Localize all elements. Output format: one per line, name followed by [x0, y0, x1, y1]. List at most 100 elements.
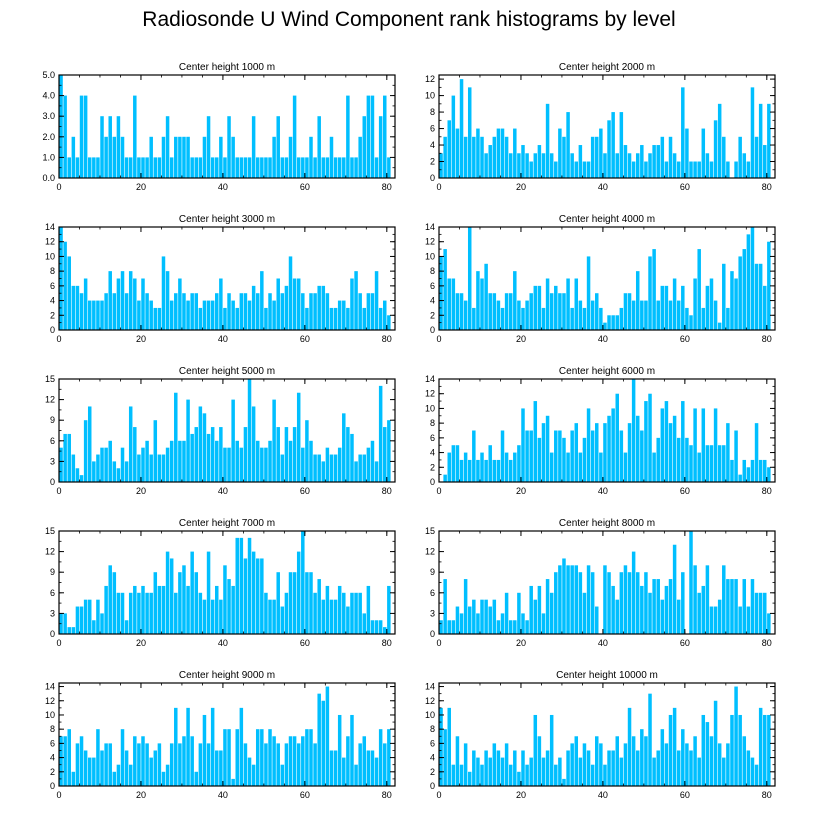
- histogram-bar: [280, 764, 285, 786]
- x-tick-label: 60: [300, 486, 310, 496]
- histogram-bar: [219, 427, 223, 482]
- histogram-bar: [623, 565, 628, 634]
- y-tick-label: 2: [430, 157, 435, 167]
- histogram-bar: [644, 736, 648, 786]
- histogram-bar: [611, 750, 615, 786]
- histogram-bar: [488, 757, 492, 786]
- histogram-bar: [603, 322, 607, 330]
- y-tick-label: 12: [425, 389, 435, 399]
- histogram-bar: [459, 293, 464, 330]
- histogram-bar: [239, 707, 244, 786]
- histogram-bar: [463, 136, 468, 178]
- histogram-bar: [459, 764, 464, 786]
- histogram-bar: [83, 599, 88, 634]
- histogram-bar: [631, 379, 636, 482]
- histogram-bar: [726, 307, 730, 330]
- y-tick-label: 4: [430, 753, 435, 763]
- histogram-bar: [562, 136, 566, 178]
- panel-title: Center height 10000 m: [556, 670, 658, 681]
- histogram-bar: [202, 413, 207, 482]
- histogram-bar: [67, 433, 71, 482]
- histogram-bar: [611, 585, 615, 634]
- histogram-bar: [566, 278, 570, 330]
- histogram-bar: [595, 136, 599, 178]
- panel-title: Center height 2000 m: [559, 62, 655, 73]
- histogram-bar: [366, 293, 371, 330]
- histogram-bar: [387, 315, 391, 330]
- histogram-bar: [681, 285, 685, 330]
- histogram-bar: [358, 592, 362, 634]
- histogram-bar: [346, 427, 350, 482]
- histogram-bar: [496, 300, 501, 330]
- histogram-bar: [635, 750, 640, 786]
- histogram-bar: [734, 430, 738, 482]
- x-tick-label: 80: [762, 638, 772, 648]
- histogram-bar: [383, 743, 387, 786]
- y-tick-label: 0: [430, 629, 435, 639]
- histogram-bar: [104, 585, 108, 634]
- histogram-bar: [508, 153, 513, 178]
- histogram-bar: [722, 565, 726, 634]
- histogram-bar: [504, 743, 509, 786]
- histogram-bar: [149, 592, 153, 634]
- histogram-bar: [247, 300, 252, 330]
- histogram-bar: [513, 750, 517, 786]
- x-tick-label: 20: [136, 638, 146, 648]
- histogram-bar: [128, 271, 133, 330]
- histogram-bar: [607, 572, 611, 634]
- histogram-bar: [541, 153, 546, 178]
- histogram-bar: [521, 750, 525, 786]
- histogram-bar: [599, 307, 603, 330]
- histogram-bar: [562, 293, 566, 330]
- y-tick-label: 12: [425, 547, 435, 557]
- histogram-bar: [235, 729, 239, 786]
- histogram-bar: [533, 599, 538, 634]
- histogram-bar: [496, 750, 501, 786]
- x-tick-label: 80: [762, 790, 772, 800]
- histogram-bar: [251, 116, 256, 178]
- histogram-bar: [492, 459, 497, 482]
- histogram-bar: [582, 743, 587, 786]
- histogram-bar: [467, 771, 472, 786]
- histogram-bar: [296, 278, 301, 330]
- histogram-bar: [541, 423, 546, 482]
- histogram-bar: [693, 278, 697, 330]
- histogram-bar: [590, 430, 595, 482]
- histogram-bar: [346, 307, 350, 330]
- y-tick-label: 3: [50, 456, 55, 466]
- histogram-bar: [717, 322, 722, 330]
- histogram-bar: [685, 743, 689, 786]
- histogram-bar: [387, 729, 391, 786]
- histogram-bar: [333, 750, 338, 786]
- histogram-bar: [239, 157, 244, 178]
- histogram-bar: [301, 293, 305, 330]
- histogram-bar: [374, 271, 379, 330]
- y-tick-label: 10: [45, 251, 55, 261]
- histogram-bar: [215, 750, 219, 786]
- histogram-bar: [758, 459, 763, 482]
- histogram-bar: [656, 579, 660, 634]
- histogram-bar: [239, 447, 244, 482]
- x-tick-label: 60: [300, 334, 310, 344]
- histogram-bar: [599, 743, 603, 786]
- histogram-bar: [313, 454, 317, 482]
- histogram-bar: [689, 161, 693, 178]
- histogram-bar: [611, 112, 615, 178]
- histogram-bar: [447, 120, 451, 178]
- histogram-bar: [71, 771, 76, 786]
- x-tick-label: 80: [382, 486, 392, 496]
- histogram-bar: [463, 452, 468, 482]
- histogram-bar: [590, 764, 595, 786]
- histogram-bar: [537, 736, 542, 786]
- histogram-bar: [346, 95, 350, 178]
- histogram-bar: [79, 736, 84, 786]
- histogram-bar: [533, 401, 538, 482]
- y-tick-label: 0: [50, 781, 55, 791]
- y-tick-label: 3: [430, 608, 435, 618]
- histogram-bar: [354, 157, 358, 178]
- histogram-bar: [619, 112, 624, 178]
- histogram-bar: [145, 293, 149, 330]
- histogram-bar: [504, 452, 509, 482]
- histogram-bar: [305, 307, 309, 330]
- histogram-bar: [296, 157, 301, 178]
